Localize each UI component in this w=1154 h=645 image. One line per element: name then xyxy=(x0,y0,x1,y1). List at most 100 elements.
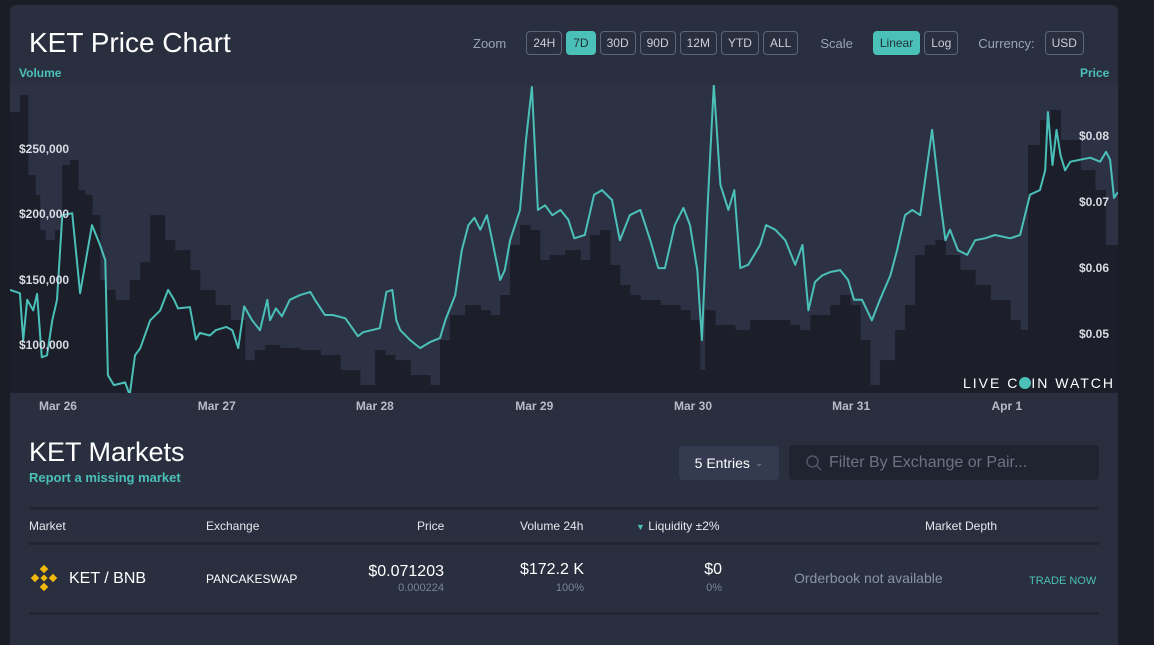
volume-bar xyxy=(1050,110,1061,393)
scale-label: Scale xyxy=(820,35,853,51)
volume-bar xyxy=(410,375,431,393)
volume-tick-label: $200,000 xyxy=(19,207,70,222)
currency-select[interactable]: USD xyxy=(1044,31,1084,55)
volume-bar xyxy=(439,340,451,393)
volume-bar xyxy=(690,320,701,393)
zoom-24h-button[interactable]: 24H xyxy=(526,31,563,55)
volume-bar xyxy=(895,329,906,393)
volume-bar xyxy=(699,370,706,393)
price-sub: 0.000224 xyxy=(398,582,444,594)
volume-bar xyxy=(500,295,511,393)
volume-bar xyxy=(609,265,621,393)
col-exchange[interactable]: Exchange xyxy=(206,519,260,533)
volume-bar xyxy=(465,305,481,393)
volume-bar xyxy=(830,305,841,393)
price-tick-label: $0.07 xyxy=(1079,194,1110,209)
volume-bar xyxy=(254,350,266,393)
report-missing-market-link[interactable]: Report a missing market xyxy=(29,470,181,485)
volume-bar xyxy=(640,299,661,393)
volume-bar xyxy=(99,280,106,393)
volume-bar xyxy=(510,245,521,393)
zoom-30d-button[interactable]: 30D xyxy=(599,31,636,55)
chevron-down-icon: ⌄ xyxy=(754,457,764,469)
trade-now-link[interactable]: TRADE NOW xyxy=(1029,575,1097,587)
volume-bar xyxy=(660,305,681,393)
volume-bar xyxy=(174,250,191,393)
volume-axis-label: Volume xyxy=(19,66,62,80)
page-title: KET Price Chart xyxy=(29,27,231,58)
volume-bar xyxy=(789,325,801,393)
col-liquidity[interactable]: ▼ Liquidity ±2% xyxy=(636,519,720,533)
volume-tick-label: $100,000 xyxy=(19,338,70,353)
zoom-ytd-button[interactable]: YTD xyxy=(720,31,759,55)
x-tick-label: Mar 30 xyxy=(673,399,713,413)
divider xyxy=(29,542,1099,545)
volume-bar xyxy=(520,225,531,393)
volume-bar xyxy=(529,230,541,393)
liquidity-value: $0 xyxy=(704,561,722,578)
volume-bar xyxy=(705,310,716,393)
chart-toolbar: Zoom 24H 7D 30D 90D 12M YTD ALL Scale Li… xyxy=(473,31,1088,55)
volume-bar xyxy=(39,230,46,393)
col-liquidity-label: Liquidity ±2% xyxy=(648,519,720,533)
x-tick-label: Mar 26 xyxy=(38,399,77,413)
volume-bar xyxy=(924,245,936,393)
zoom-90d-button[interactable]: 90D xyxy=(639,31,676,55)
zoom-all-button[interactable]: ALL xyxy=(762,31,799,55)
volume-tick-label: $150,000 xyxy=(19,272,70,287)
market-pair[interactable]: KET / BNB xyxy=(69,570,147,587)
scale-linear-button[interactable]: Linear xyxy=(872,31,921,55)
volume-bar xyxy=(164,239,176,393)
x-tick-label: Mar 31 xyxy=(832,399,871,413)
volume-bar xyxy=(799,329,811,393)
volume-bar xyxy=(1028,145,1041,393)
sort-desc-icon: ▼ xyxy=(636,522,645,532)
entries-select[interactable]: 5 Entries ⌄ xyxy=(679,446,779,480)
volume-bar xyxy=(375,350,386,393)
volume-bar xyxy=(770,320,791,393)
col-volume[interactable]: Volume 24h xyxy=(520,519,584,533)
x-tick-label: Apr 1 xyxy=(991,399,1023,413)
scale-log-button[interactable]: Log xyxy=(924,31,959,55)
volume-bar xyxy=(914,255,926,393)
volume-bar xyxy=(935,239,946,393)
entries-label: 5 Entries xyxy=(694,455,750,471)
volume-bar xyxy=(990,299,1011,393)
col-market[interactable]: Market xyxy=(29,519,66,533)
col-price[interactable]: Price xyxy=(417,519,445,533)
volume-bar xyxy=(78,190,86,393)
volume-bar xyxy=(1060,140,1081,393)
volume-bar xyxy=(1105,245,1118,393)
volume-bar xyxy=(879,360,896,393)
volume-bar xyxy=(1094,190,1106,393)
volume-bar xyxy=(45,239,56,393)
volume-bar xyxy=(84,195,93,393)
volume-bar xyxy=(850,305,861,393)
volume-bar xyxy=(480,310,491,393)
volume-bar xyxy=(244,360,256,393)
market-depth-status: Orderbook not available xyxy=(794,570,943,586)
filter-field[interactable] xyxy=(789,445,1099,480)
volume-bar xyxy=(279,348,301,393)
currency-label: Currency: xyxy=(978,35,1035,51)
volume-bar xyxy=(150,215,166,393)
volume-bar xyxy=(449,315,466,393)
volume-bar xyxy=(590,235,601,393)
volume-bar xyxy=(629,295,641,393)
zoom-label: Zoom xyxy=(473,35,507,51)
price-tick-label: $0.08 xyxy=(1079,128,1110,143)
volume-bar xyxy=(549,255,566,393)
divider xyxy=(29,507,1099,510)
filter-input[interactable] xyxy=(829,453,1089,472)
liquidity-pct: 0% xyxy=(706,582,722,594)
price-axis-label: Price xyxy=(1080,66,1110,80)
volume-bar xyxy=(215,305,231,393)
volume-bar xyxy=(340,370,361,393)
volume-bar xyxy=(385,355,396,393)
zoom-12m-button[interactable]: 12M xyxy=(679,31,717,55)
volume-bar xyxy=(54,230,63,393)
volume-value: $172.2 K xyxy=(519,561,584,578)
price-volume-chart[interactable] xyxy=(10,85,1118,393)
volume-bar xyxy=(92,215,101,393)
zoom-7d-button[interactable]: 7D xyxy=(566,31,596,55)
